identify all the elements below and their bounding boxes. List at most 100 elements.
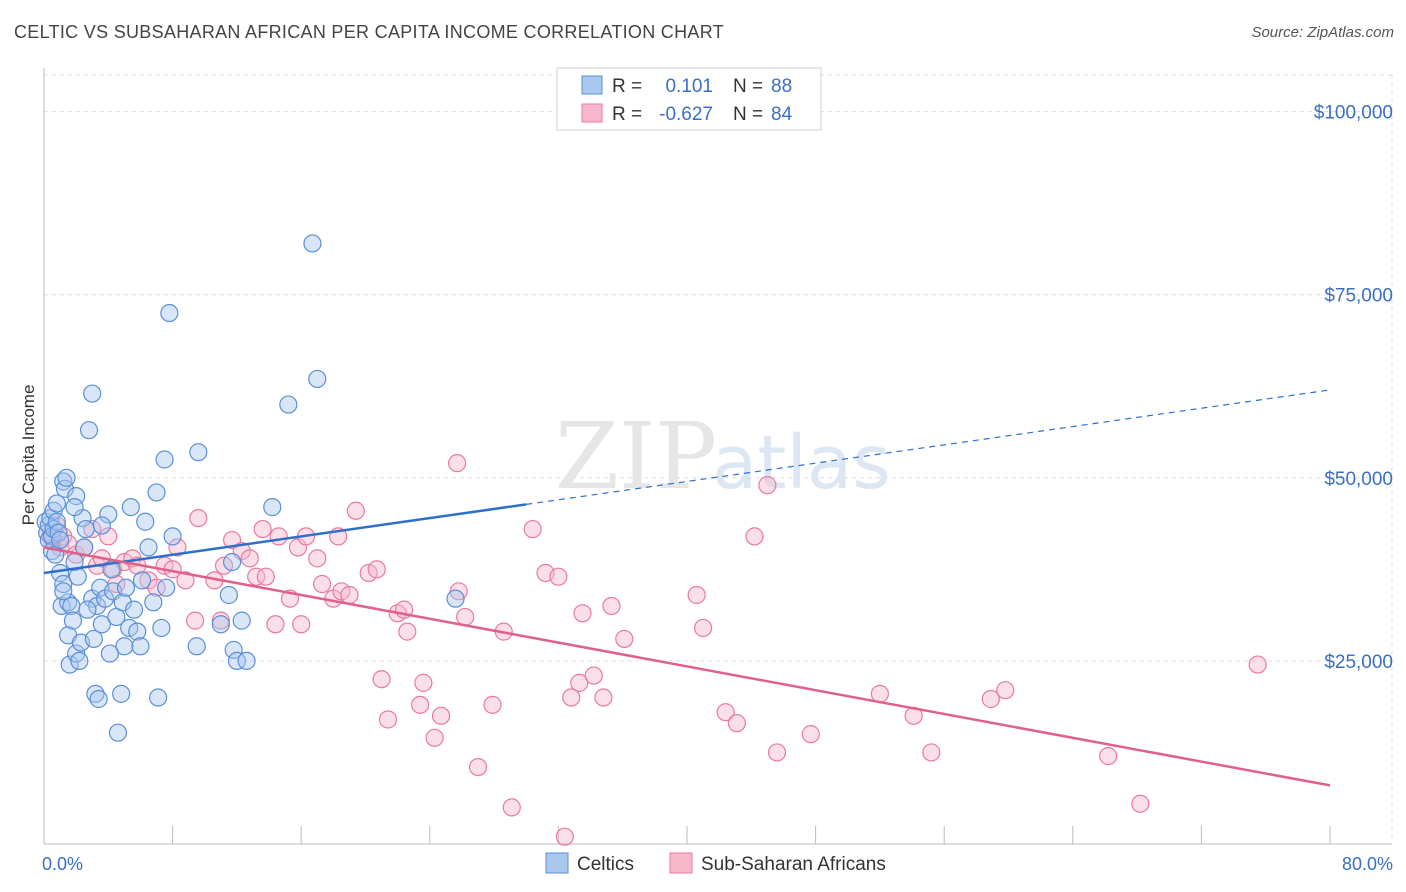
ssa-point-46 xyxy=(346,501,365,520)
celtics-point-56 xyxy=(131,637,150,656)
celtics-point-27 xyxy=(68,567,87,586)
celtics-point-73 xyxy=(224,640,243,660)
ssa-point-82 xyxy=(767,743,787,762)
celtics-point-75 xyxy=(232,611,251,630)
ssa-point-74 xyxy=(602,596,621,616)
celtics-point-15 xyxy=(54,574,73,594)
ssa-point-61 xyxy=(468,757,488,777)
celtics-point-69 xyxy=(189,443,208,462)
ssa-point-65 xyxy=(523,519,542,539)
legend-r-value-ssa: -0.627 xyxy=(659,104,713,125)
ssa-point-58 xyxy=(448,454,467,473)
celtics-point-83 xyxy=(78,600,97,619)
ssa-point-35 xyxy=(269,527,288,546)
legend-r-label-1: R = xyxy=(612,76,642,97)
ssa-point-76 xyxy=(687,585,706,605)
ssa-point-45 xyxy=(340,585,359,605)
celtics-point-28 xyxy=(70,651,89,671)
y-axis-label: Per Capita Income xyxy=(19,385,38,526)
ssa-point-62 xyxy=(483,695,502,714)
ssa-point-24 xyxy=(189,508,208,528)
ssa-trend-line xyxy=(43,546,1331,787)
trend-lines xyxy=(43,389,1331,787)
ssa-point-53 xyxy=(398,622,417,641)
legend-n-label-1: N = xyxy=(733,76,763,97)
ssa-point-18 xyxy=(147,578,166,597)
celtics-point-41 xyxy=(92,615,111,634)
celtics-point-54 xyxy=(124,600,144,619)
celtics-point-84 xyxy=(47,494,66,513)
celtics-point-18 xyxy=(57,468,76,487)
celtics-point-34 xyxy=(83,384,102,403)
ssa-point-75 xyxy=(615,629,634,649)
ssa-point-90 xyxy=(1131,794,1150,813)
ssa-point-54 xyxy=(411,695,430,714)
celtics-point-32 xyxy=(76,519,95,539)
celtics-point-47 xyxy=(108,723,128,742)
celtics-point-48 xyxy=(112,684,131,703)
celtics-point-62 xyxy=(149,688,168,707)
celtics-point-67 xyxy=(163,527,182,546)
x-tick-label-max: 80.0% xyxy=(1342,854,1393,874)
celtics-point-80 xyxy=(308,369,327,389)
ssa-point-88 xyxy=(996,681,1015,700)
legend-series: Celtics Sub-Saharan Africans xyxy=(545,852,886,875)
celtics-point-86 xyxy=(100,644,120,663)
celtics-point-55 xyxy=(128,622,147,641)
ssa-point-89 xyxy=(1099,747,1118,766)
watermark-zip: ZIP xyxy=(555,403,717,510)
ssa-point-87 xyxy=(981,689,1000,709)
watermark-atlas: atlas xyxy=(712,420,891,506)
y-tick-label-1: $50,000 xyxy=(1324,469,1393,490)
celtics-point-70 xyxy=(211,615,230,634)
legend-stats: R = 0.101 N = 88 R = -0.627 N = 84 xyxy=(556,67,822,131)
celtics-point-12 xyxy=(50,530,70,550)
celtics-point-53 xyxy=(121,498,140,517)
ssa-point-49 xyxy=(372,670,391,689)
celtics-point-39 xyxy=(89,689,108,709)
ssa-point-64 xyxy=(502,798,521,817)
celtics-point-79 xyxy=(303,234,322,253)
ssa-point-33 xyxy=(256,567,275,586)
ssa-point-91 xyxy=(1248,655,1267,674)
celtics-point-68 xyxy=(187,637,206,656)
ssa-point-71 xyxy=(573,604,592,623)
celtics-point-66 xyxy=(160,303,179,323)
legend-swatch-ssa xyxy=(581,103,603,123)
ssa-point-68 xyxy=(555,827,574,846)
celtics-point-63 xyxy=(152,618,171,638)
ssa-point-32 xyxy=(253,519,272,539)
celtics-point-50 xyxy=(115,637,134,656)
ssa-point-34 xyxy=(266,615,285,634)
legend-bottom-label-celtics: Celtics xyxy=(577,854,634,875)
y-tick-label-0: $25,000 xyxy=(1324,652,1393,673)
ssa-point-55 xyxy=(414,673,433,692)
celtics-point-58 xyxy=(136,512,155,531)
celtics-point-61 xyxy=(147,483,166,502)
ssa-point-21 xyxy=(168,538,187,557)
x-tick-labels: 0.0% 80.0% xyxy=(42,854,1393,874)
celtics-point-23 xyxy=(63,611,83,630)
watermark: ZIP atlas xyxy=(555,403,891,510)
ssa-point-77 xyxy=(693,618,713,638)
celtics-point-81 xyxy=(446,589,465,608)
ssa-point-80 xyxy=(745,527,764,546)
ssa-point-73 xyxy=(594,688,613,707)
ssa-point-11 xyxy=(99,527,118,546)
ssa-point-78 xyxy=(716,703,735,722)
celtics-point-74 xyxy=(227,651,246,671)
legend-swatch-celtics xyxy=(581,75,603,95)
y-tick-labels: $25,000 $50,000 $75,000 $100,000 xyxy=(1314,103,1393,673)
celtics-point-78 xyxy=(279,395,298,414)
celtics-trend-dashed xyxy=(526,389,1331,505)
ssa-point-60 xyxy=(456,607,475,627)
celtics-point-49 xyxy=(113,593,132,612)
ssa-point-22 xyxy=(176,571,195,590)
celtics-point-33 xyxy=(79,421,99,440)
celtics-point-51 xyxy=(116,578,136,597)
ssa-point-81 xyxy=(758,476,777,495)
ssa-point-31 xyxy=(247,567,266,586)
series-celtics-points xyxy=(36,234,465,742)
ssa-point-69 xyxy=(562,688,581,707)
celtics-point-37 xyxy=(86,684,105,703)
